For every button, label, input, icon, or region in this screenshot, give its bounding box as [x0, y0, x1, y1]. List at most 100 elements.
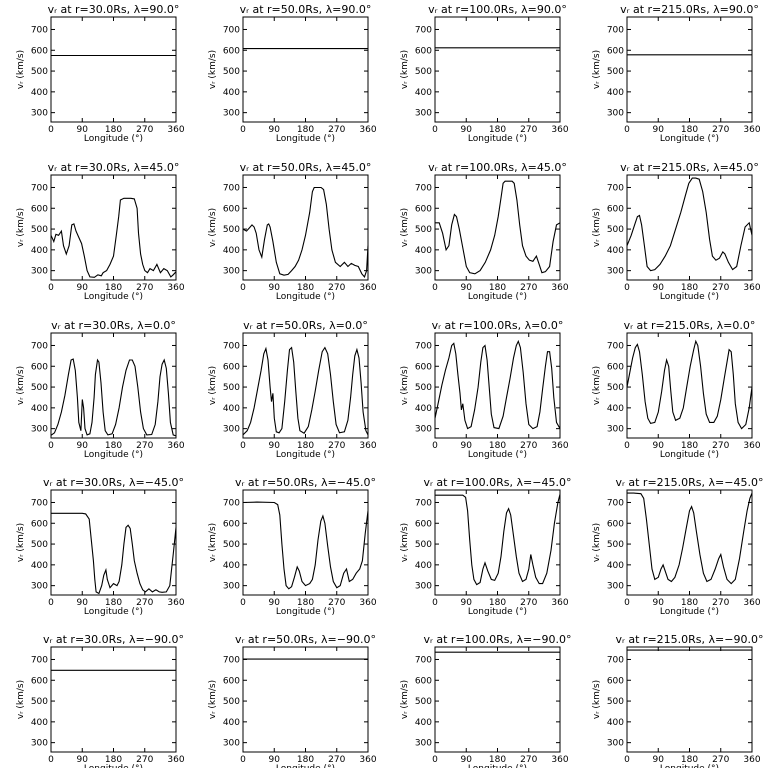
y-tick-label: 400 [31, 88, 48, 98]
y-tick-label: 600 [223, 46, 240, 56]
x-axis-label: Longitude (°) [468, 450, 527, 460]
series-line [626, 339, 753, 430]
x-tick-label: 90 [269, 755, 281, 765]
series-line [242, 501, 369, 590]
chart-panel: vᵣ at r=100.0Rs, λ=0.0° 0 90 180 270 360 300 40… [400, 319, 569, 460]
x-tick-label: 180 [297, 598, 314, 608]
plot-frame [242, 646, 369, 753]
y-tick-label: 600 [31, 204, 48, 214]
y-tick-label: 500 [223, 383, 240, 393]
x-tick-label: 90 [269, 598, 281, 608]
x-tick-label: 270 [712, 441, 729, 451]
y-axis-label: vᵣ (km/s) [208, 208, 218, 247]
x-tick-label: 360 [359, 755, 376, 765]
x-tick-label: 360 [167, 598, 184, 608]
series-line [50, 358, 177, 437]
x-tick-label: 180 [105, 283, 122, 293]
x-tick-label: 360 [743, 441, 760, 451]
panel-title: vᵣ at r=50.0Rs, λ=0.0° [243, 319, 368, 332]
y-tick-label: 300 [415, 425, 432, 435]
y-tick-label: 400 [415, 246, 432, 256]
x-tick-label: 90 [461, 441, 473, 451]
panel-title: vᵣ at r=100.0Rs, λ=90.0° [428, 3, 567, 16]
y-tick-label: 300 [415, 582, 432, 592]
x-tick-label: 180 [105, 125, 122, 135]
y-axis-label: vᵣ (km/s) [208, 50, 218, 89]
panel-title: vᵣ at r=30.0Rs, λ=−90.0° [43, 633, 184, 646]
series-line [50, 197, 177, 278]
x-tick-label: 0 [240, 125, 246, 135]
y-tick-label: 300 [607, 425, 624, 435]
y-tick-label: 700 [31, 655, 48, 665]
y-tick-label: 500 [31, 697, 48, 707]
x-tick-label: 180 [681, 755, 698, 765]
x-axis-label: Longitude (°) [276, 134, 335, 144]
x-tick-label: 0 [432, 125, 438, 135]
y-tick-label: 300 [31, 582, 48, 592]
x-tick-label: 90 [77, 755, 89, 765]
chart-panel: vᵣ at r=30.0Rs, λ=45.0° 0 90 180 270 360 300 40… [16, 161, 185, 302]
x-axis-label: Longitude (°) [276, 292, 335, 302]
x-tick-label: 180 [297, 755, 314, 765]
chart-panel: vᵣ at r=50.0Rs, λ=−45.0° 0 90 180 270 360 300 4… [208, 476, 377, 617]
y-axis-label: vᵣ (km/s) [16, 208, 26, 247]
y-axis-label: vᵣ (km/s) [592, 523, 602, 562]
x-tick-label: 360 [167, 755, 184, 765]
x-tick-label: 270 [520, 125, 537, 135]
x-tick-label: 270 [328, 283, 345, 293]
x-tick-label: 0 [48, 283, 54, 293]
x-tick-label: 0 [624, 598, 630, 608]
y-tick-label: 600 [415, 676, 432, 686]
series-line [627, 492, 753, 585]
x-tick-label: 90 [269, 125, 281, 135]
plot-frame [242, 16, 369, 123]
panel-title: vᵣ at r=215.0Rs, λ=90.0° [620, 3, 759, 16]
x-tick-label: 360 [551, 755, 568, 765]
y-tick-label: 600 [607, 362, 624, 372]
y-tick-label: 400 [223, 561, 240, 571]
y-tick-label: 600 [31, 46, 48, 56]
y-tick-label: 600 [31, 519, 48, 529]
x-tick-label: 180 [681, 441, 698, 451]
y-tick-label: 300 [223, 739, 240, 749]
chart-panel: vᵣ at r=215.0Rs, λ=−45.0° 0 90 180 270 360 300… [592, 476, 763, 617]
y-tick-label: 400 [31, 561, 48, 571]
x-axis-label: Longitude (°) [84, 134, 143, 144]
y-axis-label: vᵣ (km/s) [400, 366, 410, 405]
y-tick-label: 600 [607, 46, 624, 56]
chart-panel: vᵣ at r=100.0Rs, λ=90.0° 0 90 180 270 360 300 4… [400, 3, 569, 144]
plot-frame [626, 16, 753, 123]
y-tick-label: 600 [415, 204, 432, 214]
y-tick-label: 400 [31, 246, 48, 256]
y-tick-label: 700 [31, 498, 48, 508]
x-tick-label: 0 [432, 598, 438, 608]
y-tick-label: 400 [415, 404, 432, 414]
series-line [51, 512, 177, 595]
chart-panel: vᵣ at r=50.0Rs, λ=90.0° 0 90 180 270 360 300 40… [208, 3, 377, 144]
chart-panel: vᵣ at r=100.0Rs, λ=45.0° 0 90 180 270 360 300 4… [400, 161, 569, 302]
plot-frame [434, 174, 561, 281]
y-tick-label: 300 [223, 109, 240, 119]
chart-panel: vᵣ at r=30.0Rs, λ=0.0° 0 90 180 270 360 300 400… [16, 319, 185, 460]
x-tick-label: 90 [269, 283, 281, 293]
y-axis-label: vᵣ (km/s) [16, 523, 26, 562]
x-tick-label: 360 [359, 283, 376, 293]
y-tick-label: 300 [415, 109, 432, 119]
x-tick-label: 90 [653, 598, 665, 608]
x-tick-label: 360 [167, 283, 184, 293]
x-tick-label: 180 [489, 283, 506, 293]
x-tick-label: 180 [105, 598, 122, 608]
plot-frame [626, 174, 753, 281]
plot-frame [626, 332, 753, 439]
x-axis-label: Longitude (°) [468, 292, 527, 302]
series-line [435, 494, 561, 586]
plot-frame [50, 16, 177, 123]
y-tick-label: 400 [607, 246, 624, 256]
x-tick-label: 270 [520, 598, 537, 608]
x-tick-label: 360 [359, 125, 376, 135]
panel-title: vᵣ at r=30.0Rs, λ=0.0° [51, 319, 176, 332]
y-tick-label: 700 [415, 341, 432, 351]
panel-title: vᵣ at r=100.0Rs, λ=0.0° [432, 319, 564, 332]
y-tick-label: 300 [223, 582, 240, 592]
